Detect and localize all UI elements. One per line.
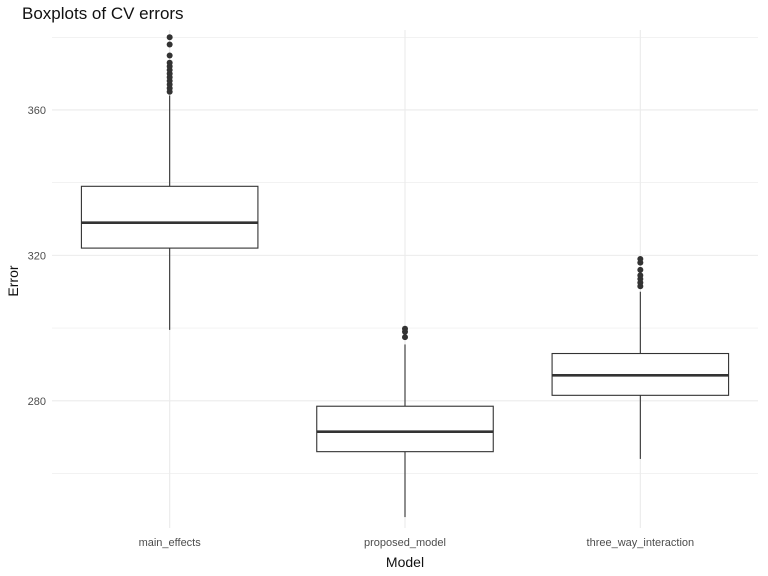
- x-tick-label: main_effects: [139, 537, 202, 549]
- box-group-three_way_interaction: [551, 256, 730, 459]
- outlier-point: [402, 334, 408, 341]
- y-tick-label: 320: [28, 250, 46, 262]
- outlier-point: [637, 266, 644, 273]
- iqr-box: [316, 405, 494, 453]
- axis-layer: 280 320 360 main_effects proposed_model three…: [28, 105, 695, 549]
- outlier-point: [402, 325, 408, 332]
- outlier-point: [166, 59, 173, 66]
- iqr-box: [80, 185, 259, 249]
- x-axis-title: Model: [386, 554, 424, 570]
- x-tick-label: three_way_interaction: [587, 537, 695, 549]
- outlier-point: [166, 52, 173, 59]
- chart-title: Boxplots of CV errors: [22, 4, 184, 23]
- x-tick-label: proposed_model: [364, 537, 446, 549]
- outlier-point: [166, 41, 173, 48]
- y-tick-label: 360: [28, 105, 46, 117]
- outlier-point: [166, 34, 173, 41]
- outlier-point: [637, 272, 644, 279]
- box-group-proposed_model: [316, 325, 494, 518]
- box-group-main_effects: [80, 34, 259, 330]
- y-axis-title: Error: [5, 265, 21, 296]
- outlier-point: [637, 256, 644, 263]
- y-tick-label: 280: [28, 396, 46, 408]
- box-layer: [80, 34, 730, 518]
